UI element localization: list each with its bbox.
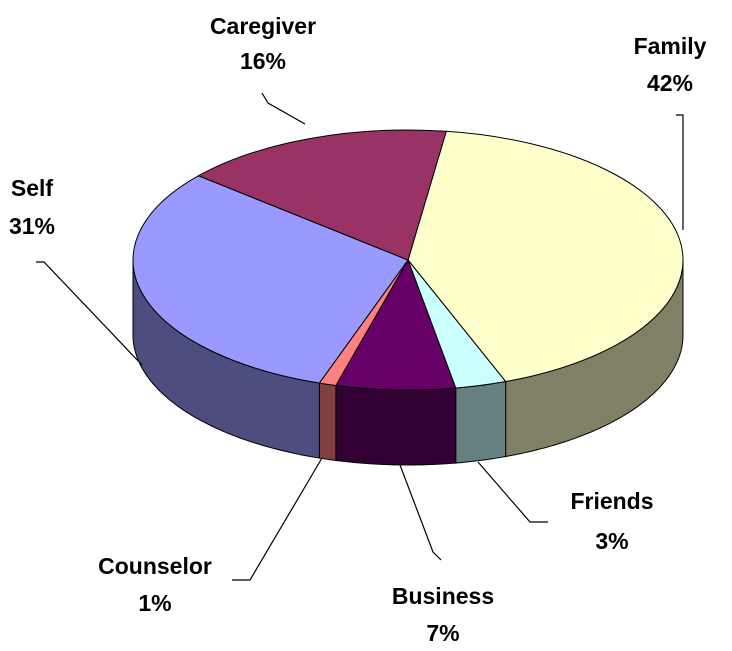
leader-line xyxy=(261,92,306,125)
labels: Family 42% Friends 3% Business 7% Counselor 1% S… xyxy=(9,13,707,646)
slice-value-label: 16% xyxy=(240,48,286,74)
slice-label: Caregiver xyxy=(210,13,316,39)
pie-tops xyxy=(132,129,684,391)
slice xyxy=(335,258,457,391)
leader-lines xyxy=(36,92,684,581)
slice-value-label: 31% xyxy=(9,213,55,239)
slice-value-label: 3% xyxy=(595,528,628,554)
pie-sides xyxy=(132,259,684,466)
slice xyxy=(132,175,409,384)
slice-label: Self xyxy=(11,175,54,201)
slice-side xyxy=(455,380,507,464)
slice-label: Family xyxy=(634,33,707,59)
slice xyxy=(407,130,684,383)
slice-label: Friends xyxy=(570,488,653,514)
slice-side xyxy=(335,384,457,466)
slice-label: Business xyxy=(392,583,494,609)
leader-line xyxy=(676,114,684,230)
slice-value-label: 7% xyxy=(426,620,459,646)
slice-value-label: 42% xyxy=(647,70,693,96)
leader-line xyxy=(36,261,143,366)
slice xyxy=(197,129,447,261)
leader-line xyxy=(232,457,323,581)
slice-label: Counselor xyxy=(98,553,212,579)
slice-value-label: 1% xyxy=(138,590,171,616)
slice-side xyxy=(318,382,337,462)
leader-line xyxy=(477,461,548,523)
leader-line xyxy=(399,464,442,561)
